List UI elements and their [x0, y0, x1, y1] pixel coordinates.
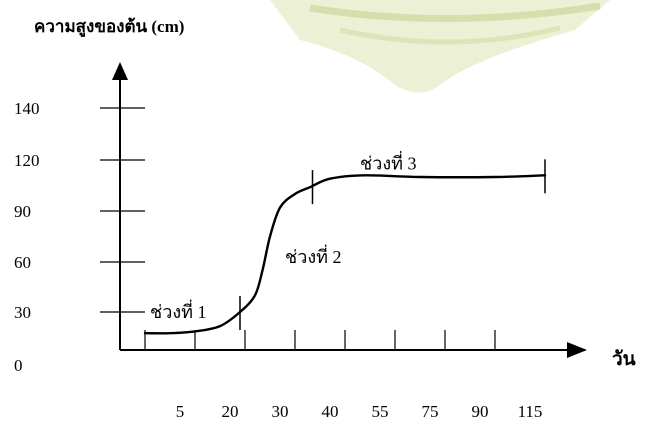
- x-axis-arrow: [567, 342, 587, 358]
- x-tick-label: 115: [518, 402, 543, 421]
- y-tick-label: 140: [14, 99, 40, 118]
- x-tick-label: 75: [422, 402, 439, 421]
- y-tick-label: 60: [14, 253, 31, 272]
- x-tick-label: 30: [272, 402, 289, 421]
- y-tick-label: 90: [14, 202, 31, 221]
- x-tick-label: 5: [176, 402, 185, 421]
- x-tick-label: 90: [472, 402, 489, 421]
- x-tick-label: 55: [372, 402, 389, 421]
- x-axis-label: วัน: [612, 349, 636, 370]
- phase-annotation-1: ช่วงที่ 1: [150, 299, 206, 322]
- y-tick-label: 0: [14, 356, 23, 375]
- y-axis-label: ความสูงของต้น (cm): [34, 17, 184, 38]
- phase-annotation-3: ช่วงที่ 3: [360, 150, 416, 173]
- phase-annotation-2: ช่วงที่ 2: [285, 244, 341, 267]
- y-axis-arrow: [112, 62, 128, 80]
- x-tick-label: 40: [322, 402, 339, 421]
- y-tick-label: 30: [14, 303, 31, 322]
- y-tick-label: 120: [14, 151, 40, 170]
- growth-curve-line: [143, 174, 547, 335]
- x-tick-label: 20: [222, 402, 239, 421]
